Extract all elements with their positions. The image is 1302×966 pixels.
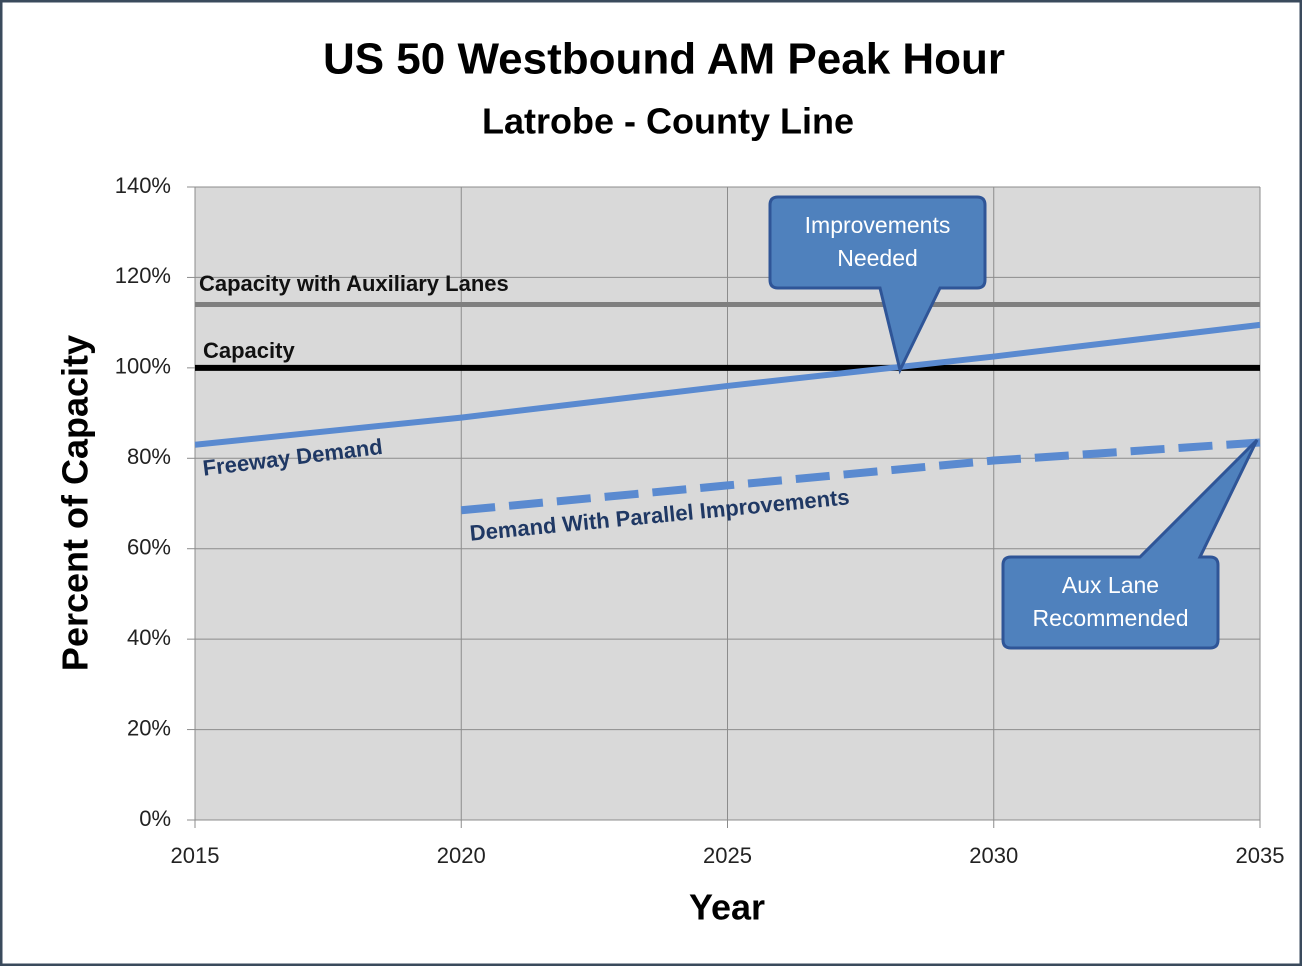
series-line [194,321,1261,448]
callout-text: Needed [837,245,918,271]
callout: Aux Lane Recommended [1001,438,1259,650]
x-tick-label: 2025 [703,843,752,868]
x-tick-label: 2035 [1236,843,1285,868]
y-tick-label: 140% [115,173,171,198]
series-label: Capacity with Auxiliary Lanes [199,271,509,296]
chart-subtitle: Latrobe - County Line [482,101,854,142]
callout: Improvements Needed [768,195,987,375]
callout-shape [1001,438,1259,650]
y-tick-label: 60% [127,535,171,560]
x-tick-label: 2030 [969,843,1018,868]
x-axis-title: Year [689,887,765,928]
y-tick-label: 40% [127,625,171,650]
x-tick-label: 2015 [171,843,220,868]
series-label: Capacity [203,338,295,363]
y-tick-label: 100% [115,354,171,379]
y-tick-label: 20% [127,715,171,740]
y-tick-label: 0% [139,806,171,831]
y-tick-label: 80% [127,444,171,469]
callout-text: Aux Lane [1062,572,1159,598]
y-tick-label: 120% [115,263,171,288]
y-axis-title: Percent of Capacity [55,335,96,671]
x-tick-label: 2020 [437,843,486,868]
callout-text: Recommended [1033,605,1189,631]
callout-text: Improvements [805,212,951,238]
chart-title: US 50 Westbound AM Peak Hour [323,35,1005,84]
callout-shape [768,195,987,375]
series-line [460,438,1261,515]
